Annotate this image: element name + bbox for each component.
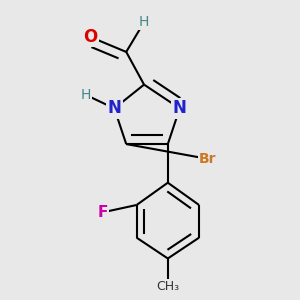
Text: F: F (97, 205, 108, 220)
Text: Br: Br (199, 152, 217, 166)
Text: N: N (173, 99, 187, 117)
Text: H: H (81, 88, 91, 102)
Text: N: N (107, 99, 121, 117)
Text: H: H (139, 15, 149, 29)
Text: O: O (83, 28, 98, 46)
Text: CH₃: CH₃ (156, 280, 179, 293)
